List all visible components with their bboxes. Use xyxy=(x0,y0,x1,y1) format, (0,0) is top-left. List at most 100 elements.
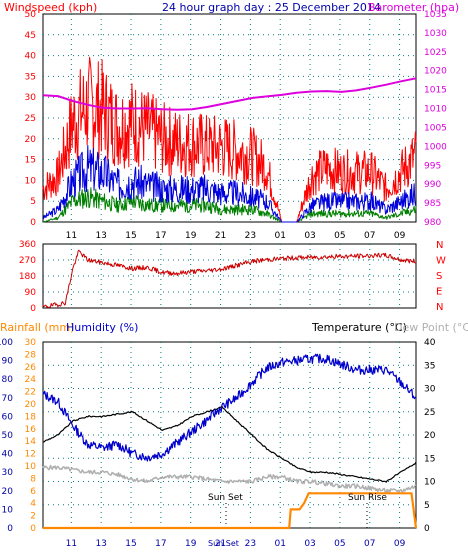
rainfall-line xyxy=(43,492,418,530)
tick-label-humidity: 100 xyxy=(0,338,13,348)
tick-label-hour: 23 xyxy=(245,539,256,549)
barometer-axis-title: Barometer (hpa) xyxy=(368,1,459,14)
tick-label-barometer: 985 xyxy=(424,199,441,209)
tick-label-hour: 05 xyxy=(334,231,345,241)
humidity-axis-title: Humidity (%) xyxy=(66,321,138,334)
tick-label-rainfall: 20 xyxy=(25,400,37,410)
tick-label-rainfall: 24 xyxy=(25,375,37,385)
tick-label-temperature: 40 xyxy=(424,338,436,348)
tick-label-barometer: 1030 xyxy=(424,29,447,39)
tick-label-humidity: 70 xyxy=(2,394,14,404)
compass-label: E xyxy=(436,287,442,298)
barometer-line xyxy=(42,77,417,111)
compass-label: N xyxy=(436,302,443,313)
tick-label-humidity: 50 xyxy=(2,431,14,441)
tick-label-windspeed: 40 xyxy=(25,52,37,62)
tick-label-windspeed: 5 xyxy=(30,197,36,207)
tick-label-hour: 21 xyxy=(215,231,226,241)
windspeed-avg-line xyxy=(42,144,417,223)
tick-label-windspeed: 50 xyxy=(25,10,37,20)
tick-label-temperature: 0 xyxy=(424,524,430,534)
tick-label-rainfall: 0 xyxy=(30,524,36,534)
tick-label-temperature: 10 xyxy=(424,478,436,488)
tick-label-rainfall: 16 xyxy=(25,425,37,435)
windspeed-axis-title: Windspeed (kph) xyxy=(4,1,97,14)
tick-label-direction: 270 xyxy=(19,256,36,266)
tick-label-rainfall: 28 xyxy=(25,350,37,360)
tick-label-hour: 21 xyxy=(215,539,226,549)
tick-label-humidity: 60 xyxy=(2,412,14,422)
tick-label-rainfall: 30 xyxy=(25,338,37,348)
tick-label-rainfall: 14 xyxy=(25,437,37,447)
tick-label-hour: 17 xyxy=(155,539,166,549)
tick-label-temperature: 30 xyxy=(424,385,436,395)
tick-label-hour: 23 xyxy=(245,231,256,241)
tick-label-hour: 03 xyxy=(304,539,315,549)
tick-label-barometer: 990 xyxy=(424,180,441,190)
tick-label-temperature: 25 xyxy=(424,408,435,418)
tick-label-rainfall: 8 xyxy=(30,474,36,484)
wind-direction-line xyxy=(42,249,417,308)
tick-label-direction: 180 xyxy=(19,272,36,282)
tick-label-rainfall: 22 xyxy=(25,388,36,398)
humidity-line xyxy=(42,353,417,462)
sunset-label: Sun Set xyxy=(208,493,243,503)
tick-label-barometer: 1005 xyxy=(424,123,447,133)
tick-label-temperature: 35 xyxy=(424,361,435,371)
tick-label-hour: 19 xyxy=(185,539,197,549)
tick-label-barometer: 1015 xyxy=(424,86,447,96)
tick-label-hour: 15 xyxy=(125,539,136,549)
wind-baro-chart: 0510152025303540455098098599099510001005… xyxy=(25,10,448,241)
tick-label-direction: 0 xyxy=(30,304,36,314)
tick-label-hour: 07 xyxy=(364,231,375,241)
tick-label-temperature: 20 xyxy=(424,431,436,441)
tick-label-windspeed: 10 xyxy=(25,176,37,186)
tick-label-hour: 15 xyxy=(125,231,136,241)
tick-label-humidity: 20 xyxy=(2,487,14,497)
tick-label-hour: 05 xyxy=(334,539,345,549)
tick-label-windspeed: 0 xyxy=(30,218,36,228)
tick-label-barometer: 980 xyxy=(424,218,441,228)
tick-label-hour: 13 xyxy=(95,539,106,549)
tick-label-humidity: 80 xyxy=(2,375,14,385)
sunrise-label: Sun Rise xyxy=(348,493,387,503)
tick-label-windspeed: 30 xyxy=(25,93,37,103)
tick-label-rainfall: 4 xyxy=(30,499,36,509)
windspeed-low-line xyxy=(42,187,417,223)
tick-label-temperature: 5 xyxy=(424,501,430,511)
tick-label-hour: 07 xyxy=(364,539,375,549)
tick-label-barometer: 995 xyxy=(424,161,441,171)
tick-label-barometer: 1000 xyxy=(424,142,447,152)
temperature-axis-title: Temperature (°C) xyxy=(311,321,407,334)
page-title: 24 hour graph day : 25 December 2014 xyxy=(162,1,381,14)
tick-label-barometer: 1035 xyxy=(424,10,447,20)
tick-label-hour: 13 xyxy=(95,231,106,241)
tick-label-windspeed: 20 xyxy=(25,135,37,145)
tick-label-rainfall: 26 xyxy=(25,363,37,373)
tick-label-direction: 360 xyxy=(19,240,36,250)
tick-label-humidity: 90 xyxy=(2,357,14,367)
tick-label-barometer: 1025 xyxy=(424,48,447,58)
rainfall-axis-title: Rainfall (mm) xyxy=(0,321,74,334)
tick-label-humidity: 30 xyxy=(2,468,14,478)
tick-label-rainfall: 18 xyxy=(25,412,37,422)
tick-label-rainfall: 2 xyxy=(30,512,36,522)
tick-label-rainfall: 6 xyxy=(30,487,36,497)
compass-label: S xyxy=(436,271,442,282)
tick-label-hour: 01 xyxy=(275,231,286,241)
tick-label-hour: 11 xyxy=(66,539,77,549)
tick-label-rainfall: 10 xyxy=(25,462,37,472)
tick-label-barometer: 1020 xyxy=(424,67,447,77)
windspeed-gust-line xyxy=(42,56,417,223)
sunset-bottom-label: Sun Set xyxy=(208,539,239,548)
tick-label-hour: 09 xyxy=(394,539,406,549)
tick-label-windspeed: 15 xyxy=(25,156,36,166)
tick-label-humidity: 10 xyxy=(2,505,14,515)
tick-label-hour: 11 xyxy=(66,231,77,241)
tick-label-direction: 90 xyxy=(25,288,37,298)
tick-label-windspeed: 25 xyxy=(25,114,36,124)
tick-label-barometer: 1010 xyxy=(424,105,447,115)
